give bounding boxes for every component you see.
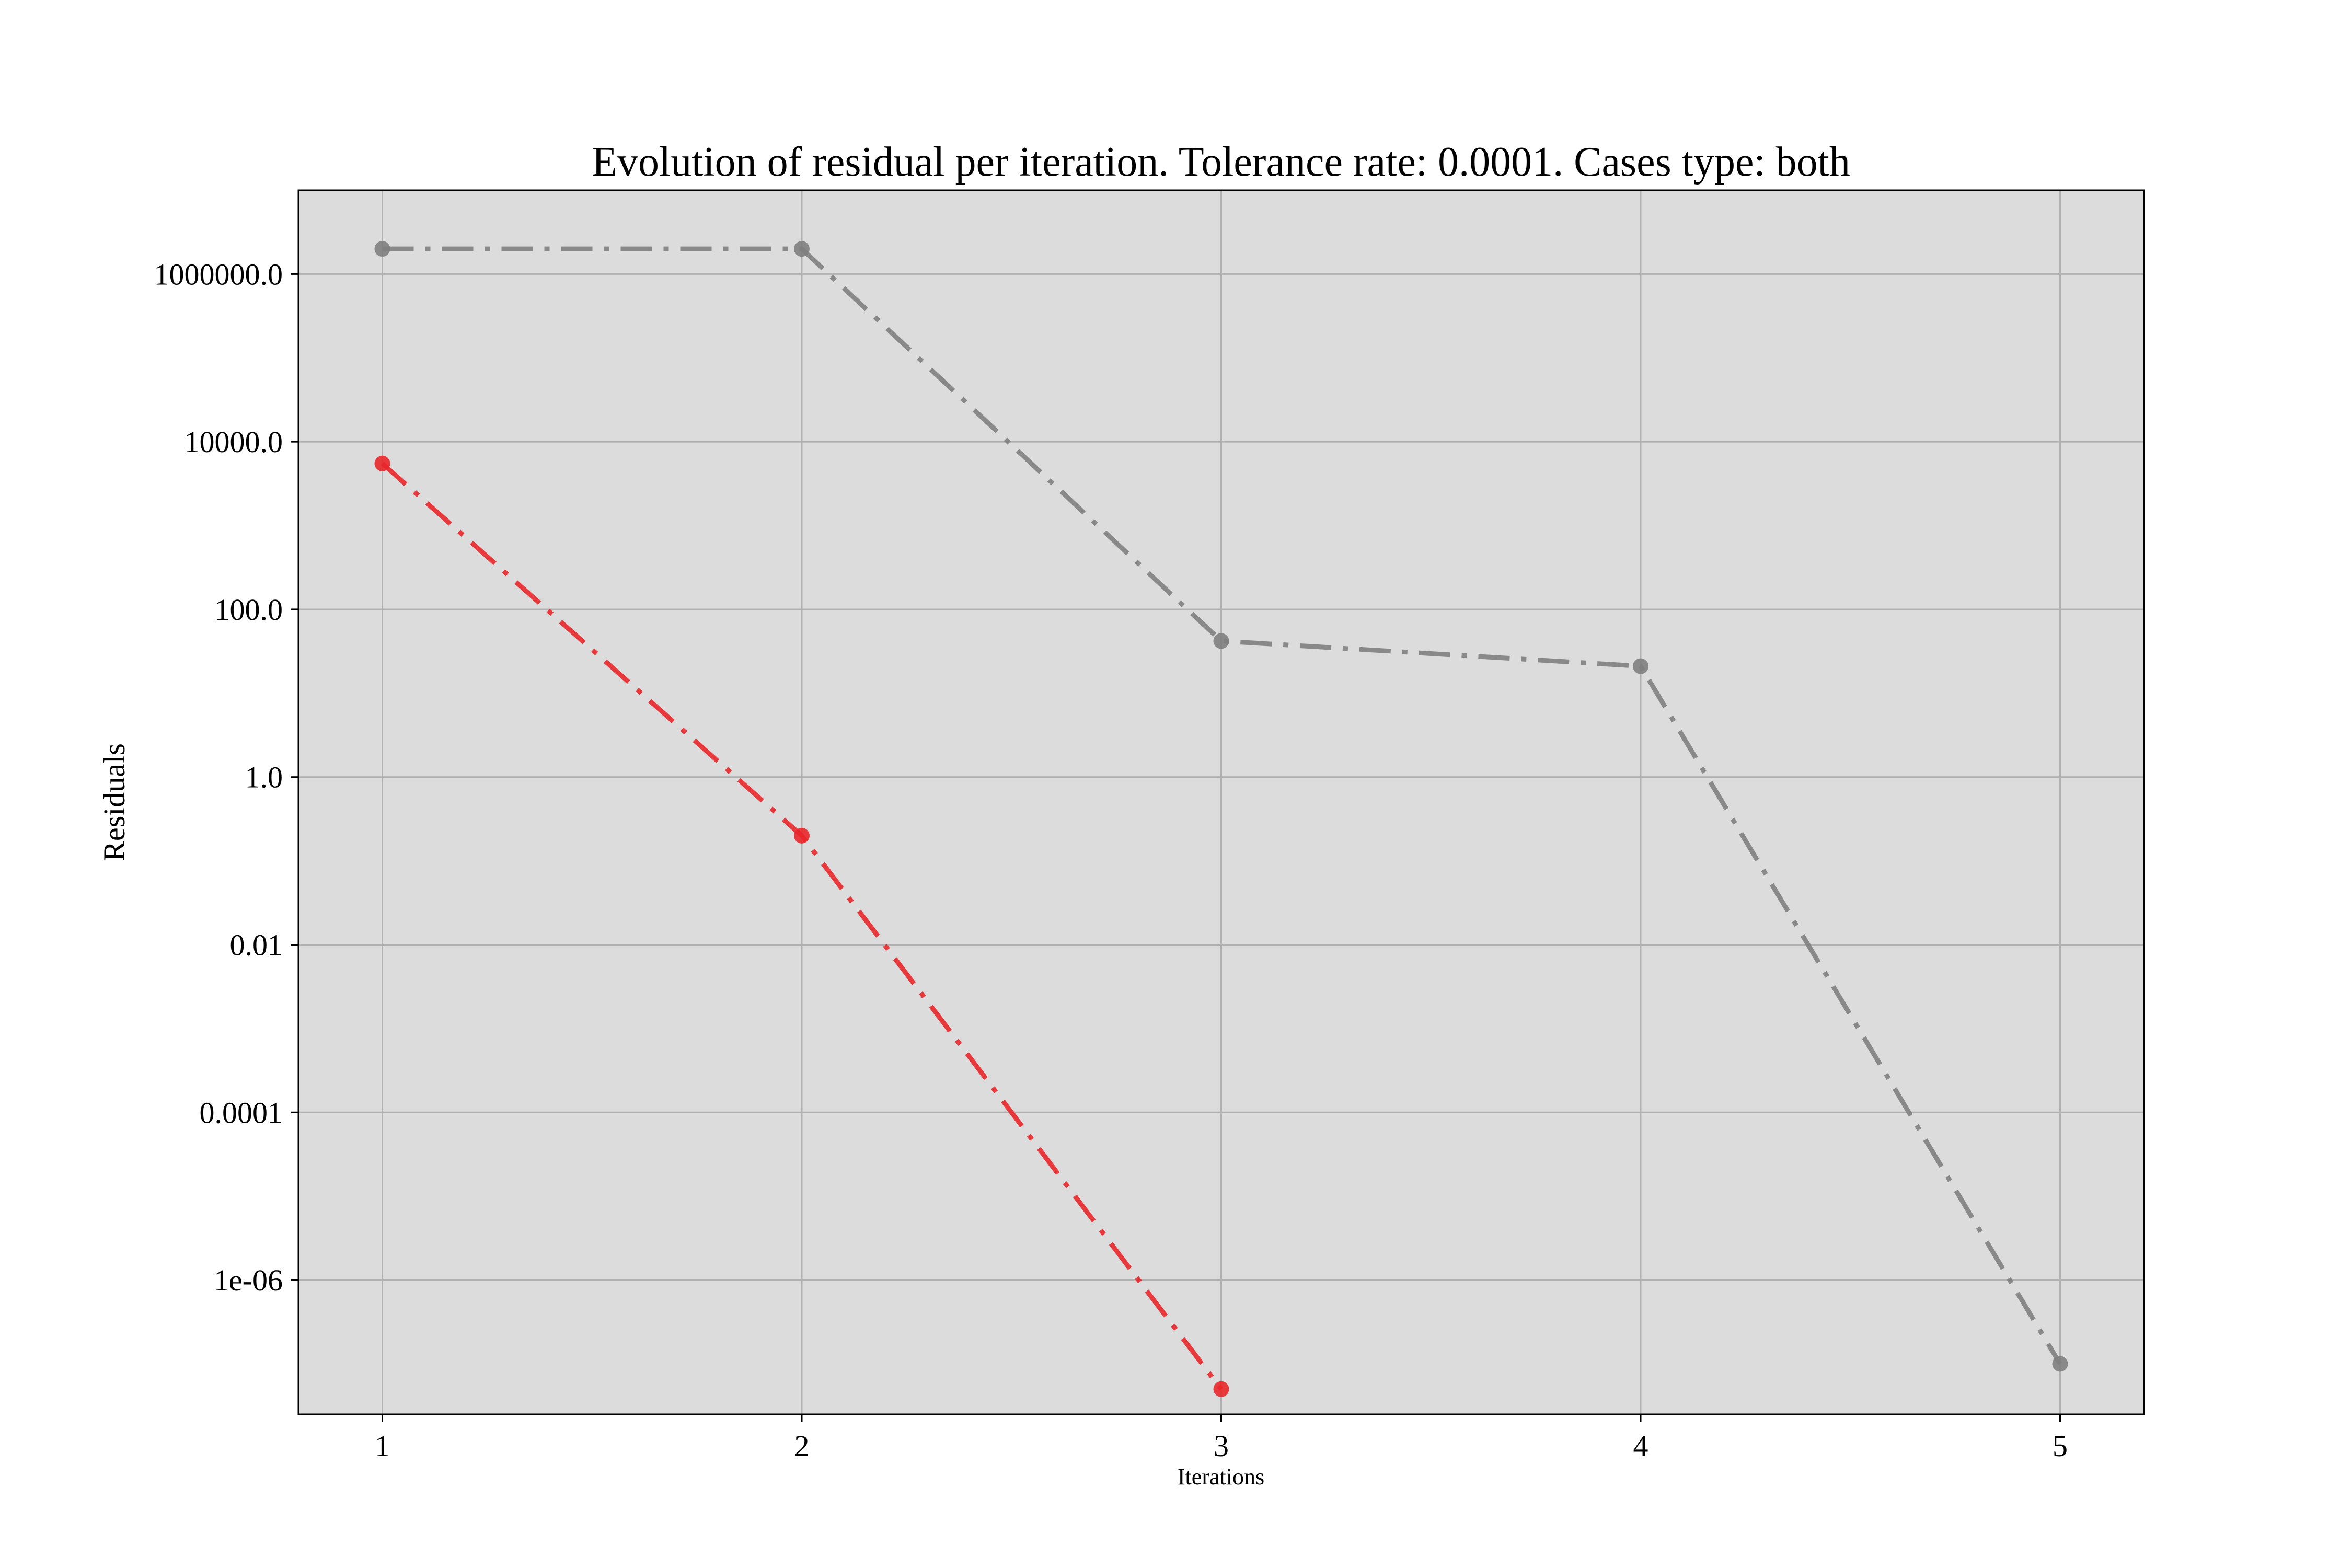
data-point	[2052, 1356, 2068, 1372]
series-2	[374, 455, 1229, 1397]
x-axis-label: Iterations	[1178, 1464, 1264, 1490]
data-point	[794, 241, 810, 257]
y-tick-label: 10000.0	[185, 425, 283, 459]
data-point	[374, 455, 390, 471]
x-tick-label: 5	[2053, 1429, 2068, 1463]
y-axis-label: Residuals	[97, 743, 131, 861]
data-point	[794, 827, 810, 844]
series-line	[382, 246, 2062, 1365]
y-tick-label: 0.0001	[200, 1096, 283, 1129]
data-point	[1213, 633, 1229, 649]
y-tick-label: 1000000.0	[154, 257, 283, 291]
y-tick-label: 100.0	[215, 593, 283, 627]
data-point	[1633, 658, 1648, 674]
data-point	[1213, 1381, 1229, 1397]
data-point	[374, 241, 390, 257]
x-tick-label: 2	[794, 1429, 810, 1463]
y-tick-label: 1e-06	[214, 1263, 283, 1297]
y-tick-label: 1.0	[245, 760, 283, 794]
x-tick-label: 3	[1214, 1429, 1229, 1463]
x-tick-label: 1	[375, 1429, 390, 1463]
series-layer	[374, 241, 2068, 1397]
grid	[298, 190, 2144, 1414]
ticks: 1 2 3 4 5 1000000.0 10000.0 100.0 1.0 0.01 0.0001 1…	[154, 257, 2068, 1463]
series-1	[374, 241, 2068, 1372]
chart-title: Evolution of residual per iteration. Tol…	[592, 139, 1850, 185]
y-tick-label: 0.01	[230, 928, 283, 962]
x-tick-label: 4	[1633, 1429, 1648, 1463]
